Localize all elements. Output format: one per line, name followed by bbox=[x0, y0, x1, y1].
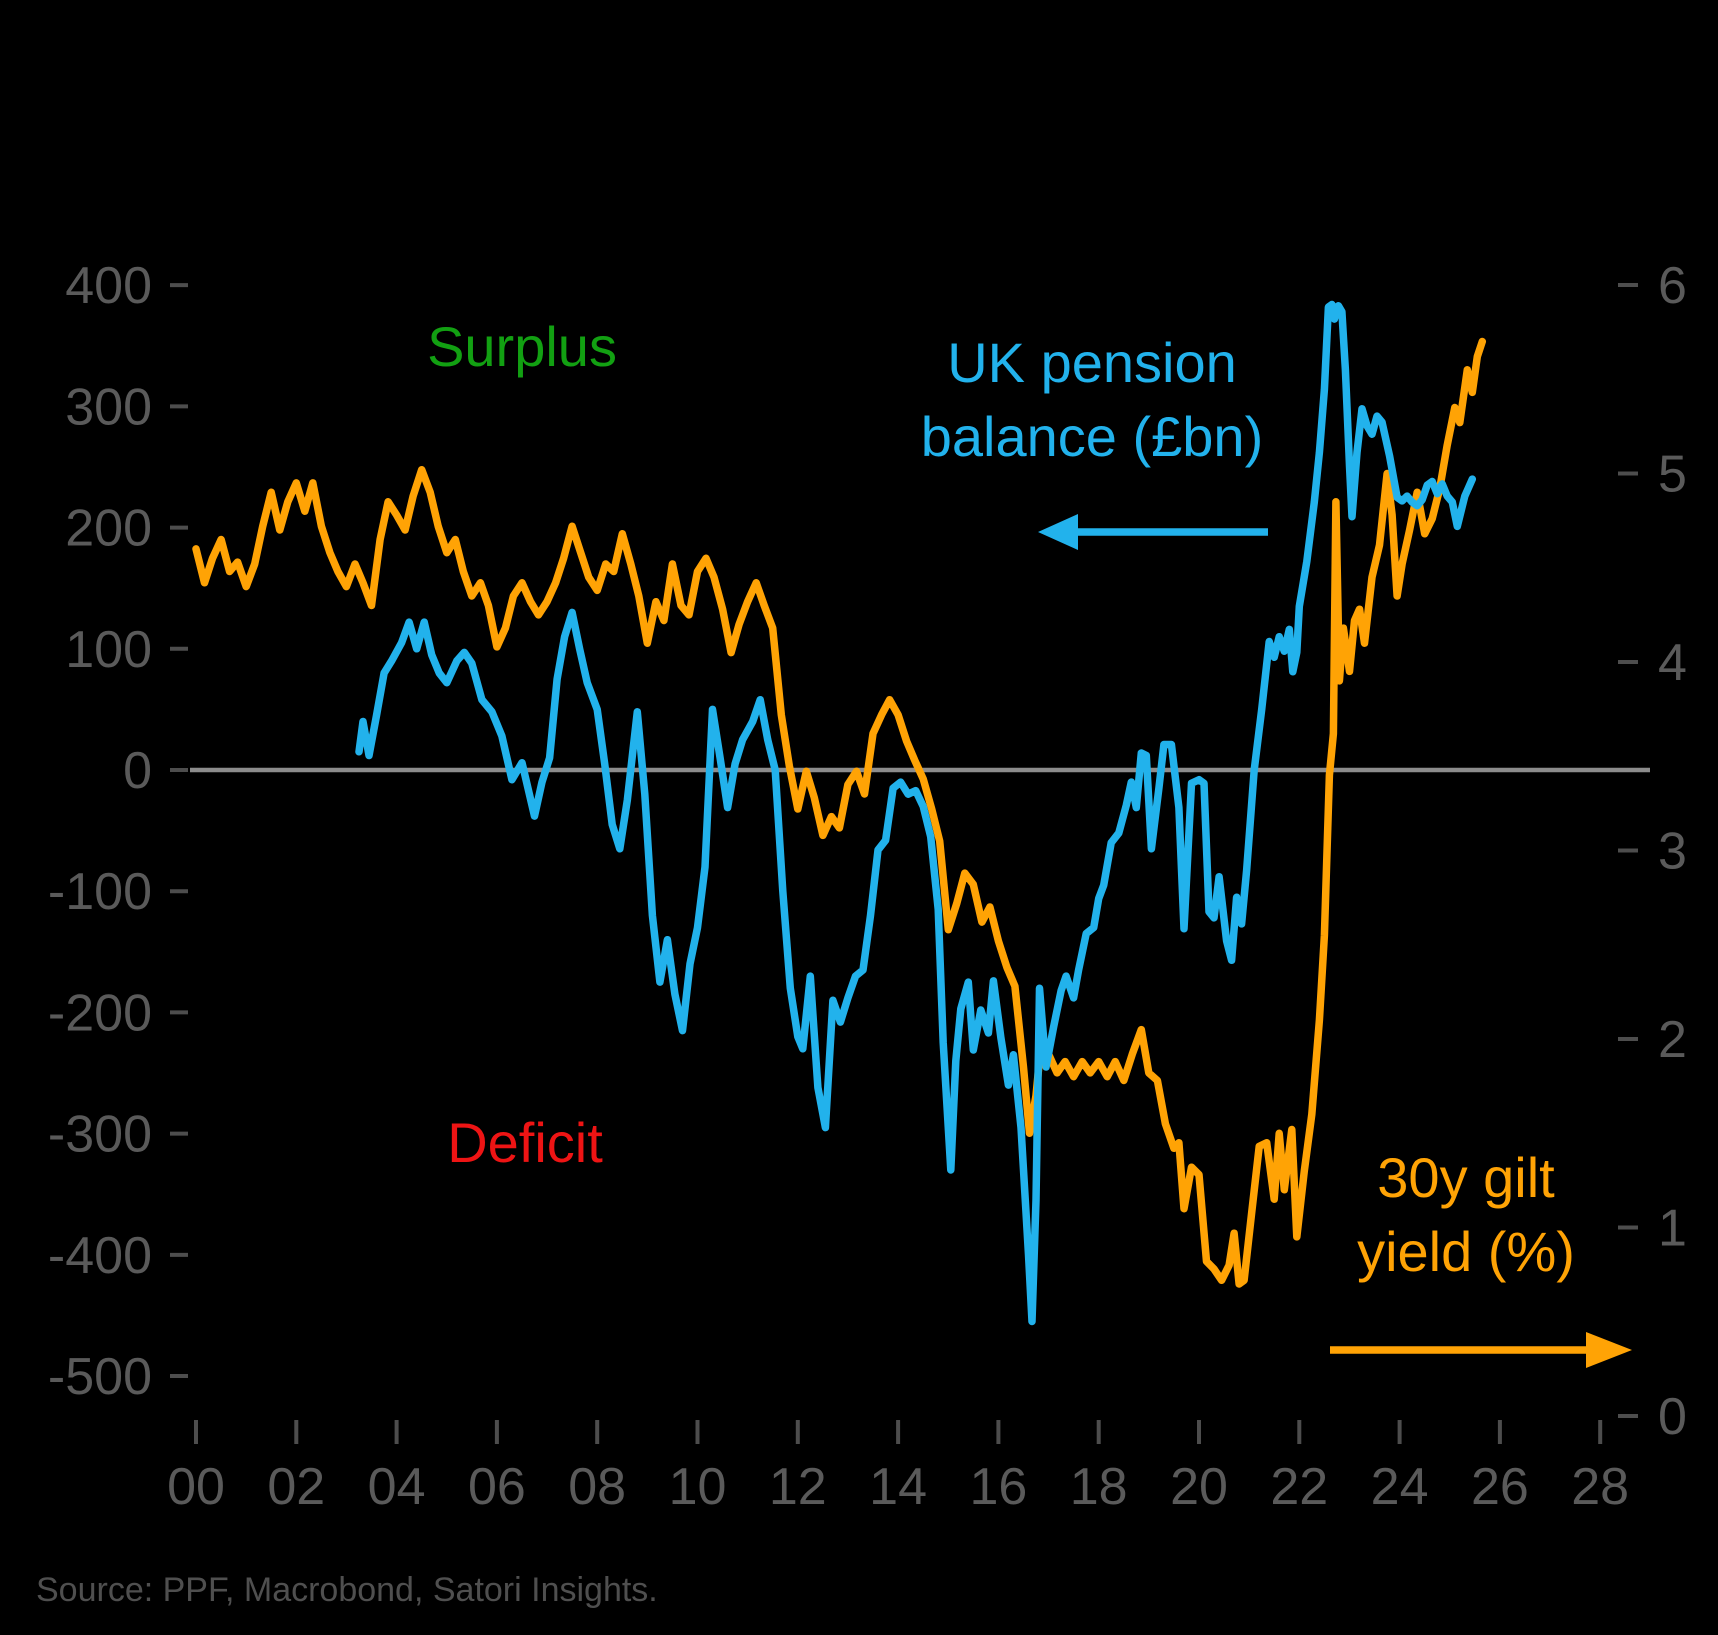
svg-text:6: 6 bbox=[1658, 257, 1687, 315]
svg-text:06: 06 bbox=[468, 1458, 526, 1516]
svg-text:200: 200 bbox=[65, 500, 152, 558]
svg-text:26: 26 bbox=[1471, 1458, 1529, 1516]
deficit-label: Deficit bbox=[447, 1111, 603, 1174]
svg-text:4: 4 bbox=[1658, 634, 1687, 692]
svg-text:10: 10 bbox=[669, 1458, 727, 1516]
svg-text:5: 5 bbox=[1658, 446, 1687, 504]
svg-text:400: 400 bbox=[65, 257, 152, 315]
svg-text:-300: -300 bbox=[48, 1106, 152, 1164]
svg-text:28: 28 bbox=[1571, 1458, 1629, 1516]
svg-text:0: 0 bbox=[1658, 1388, 1687, 1446]
svg-text:08: 08 bbox=[568, 1458, 626, 1516]
svg-text:24: 24 bbox=[1371, 1458, 1429, 1516]
svg-text:00: 00 bbox=[167, 1458, 225, 1516]
svg-text:-200: -200 bbox=[48, 984, 152, 1042]
svg-text:-500: -500 bbox=[48, 1348, 152, 1406]
svg-text:1: 1 bbox=[1658, 1200, 1687, 1258]
svg-text:14: 14 bbox=[869, 1458, 927, 1516]
svg-text:02: 02 bbox=[267, 1458, 325, 1516]
pension-balance-label: UK pension balance (£bn) bbox=[872, 326, 1312, 474]
right-arrow-icon bbox=[1330, 1332, 1632, 1373]
svg-text:20: 20 bbox=[1170, 1458, 1228, 1516]
left-arrow-icon bbox=[1038, 514, 1270, 555]
gilt-yield-label: 30y gilt yield (%) bbox=[1286, 1141, 1646, 1289]
source-note: Source: PPF, Macrobond, Satori Insights. bbox=[36, 1571, 658, 1609]
svg-text:22: 22 bbox=[1270, 1458, 1328, 1516]
gilt-yield-label-line1: 30y gilt bbox=[1377, 1146, 1555, 1209]
svg-text:100: 100 bbox=[65, 621, 152, 679]
gilt-yield-label-line2: yield (%) bbox=[1357, 1220, 1575, 1283]
svg-text:300: 300 bbox=[65, 378, 152, 436]
svg-text:2: 2 bbox=[1658, 1011, 1687, 1069]
svg-text:04: 04 bbox=[368, 1458, 426, 1516]
svg-text:3: 3 bbox=[1658, 823, 1687, 881]
surplus-label: Surplus bbox=[427, 315, 617, 378]
pension-balance-label-line1: UK pension bbox=[947, 331, 1237, 394]
svg-text:12: 12 bbox=[769, 1458, 827, 1516]
svg-text:0: 0 bbox=[123, 742, 152, 800]
svg-text:-400: -400 bbox=[48, 1227, 152, 1285]
svg-text:16: 16 bbox=[969, 1458, 1027, 1516]
pension-balance-label-line2: balance (£bn) bbox=[920, 405, 1264, 468]
svg-text:-100: -100 bbox=[48, 863, 152, 921]
svg-text:18: 18 bbox=[1070, 1458, 1128, 1516]
